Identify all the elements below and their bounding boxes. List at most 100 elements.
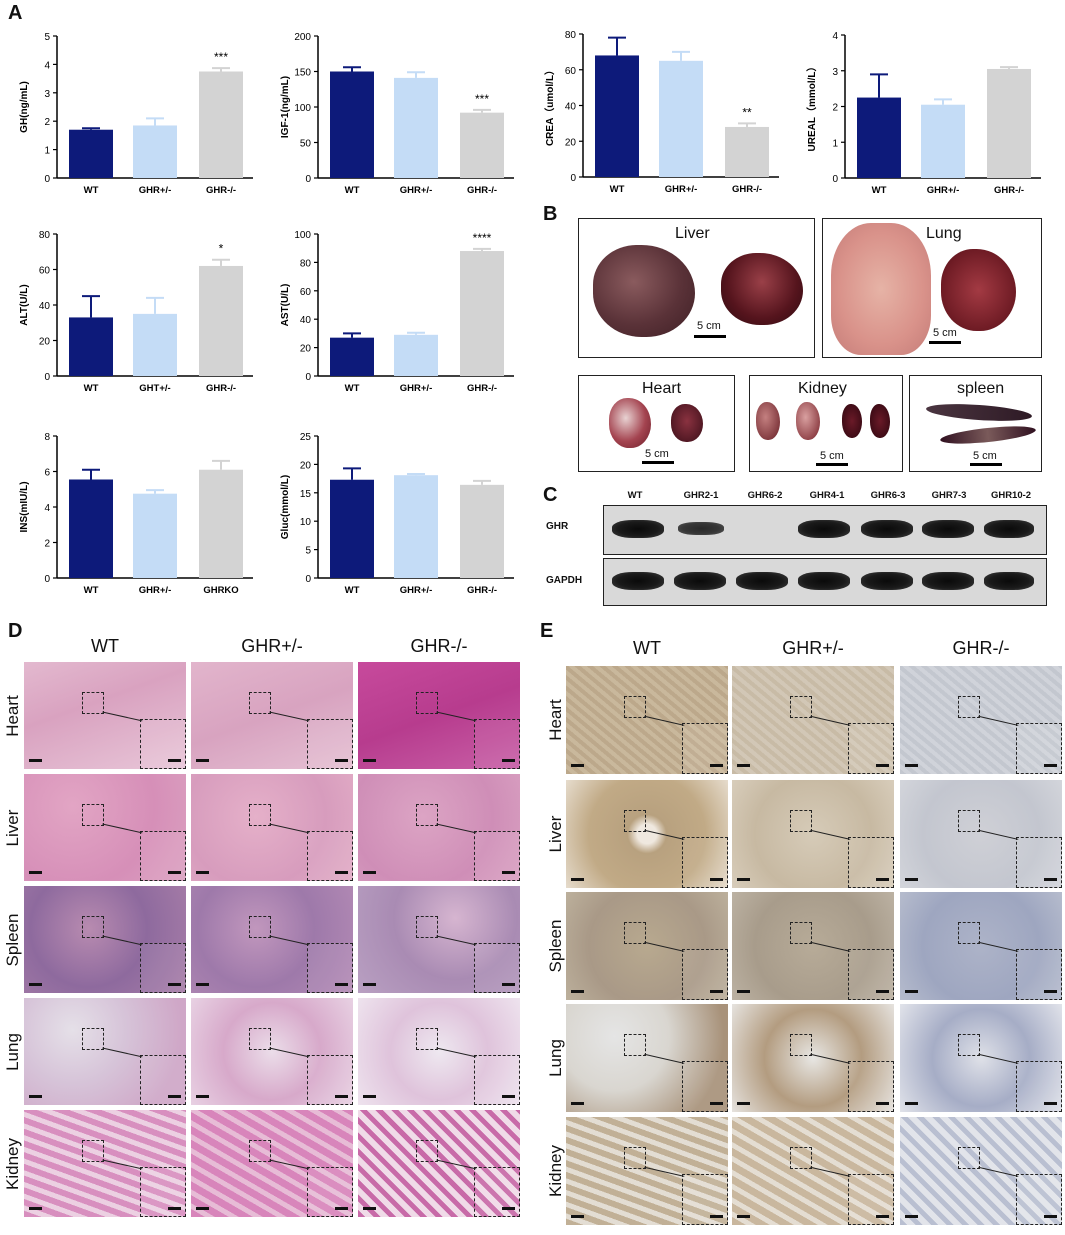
ihc-row-label: Heart	[546, 699, 565, 741]
y-tick-label: 60	[39, 266, 51, 277]
y-tick-label: 3	[44, 89, 50, 100]
roi-box	[624, 810, 647, 833]
roi-box	[958, 922, 981, 945]
ihc-tissue-image	[566, 780, 728, 888]
y-tick-label: 100	[294, 103, 311, 114]
ihc-tissue-image	[900, 892, 1062, 1000]
y-tick-label: 15	[300, 489, 312, 500]
roi-box	[958, 1034, 981, 1057]
bar	[921, 104, 965, 178]
wb-gapdh-blot	[603, 558, 1047, 606]
spleen-title: spleen	[957, 380, 1005, 397]
y-tick-label: 40	[565, 102, 577, 113]
roi-box	[958, 696, 981, 719]
bar	[857, 97, 901, 178]
ihc-tissue-image	[900, 1117, 1062, 1225]
y-tick-label: 4	[44, 60, 50, 71]
bar	[330, 71, 374, 178]
kidney-title: Kidney	[798, 380, 847, 397]
panel-label-b: B	[543, 203, 558, 225]
y-tick-label: 8	[44, 432, 50, 443]
ihc-column-header: GHR-/-	[952, 638, 1010, 658]
y-tick-label: 0	[305, 372, 311, 383]
bar	[659, 60, 703, 177]
y-tick-label: 2	[44, 117, 50, 128]
he-tissue-image	[358, 886, 520, 993]
roi-box	[416, 803, 439, 826]
y-axis-label: GH(ng/mL)	[19, 81, 30, 133]
x-tick-label: GHR+/-	[139, 185, 171, 196]
kidney-scale-label: 5 cm	[820, 450, 844, 462]
ihc-tissue-image	[900, 1004, 1062, 1112]
significance-label: **	[742, 105, 752, 119]
y-tick-label: 100	[294, 230, 311, 241]
roi-box	[790, 922, 813, 945]
x-tick-label: GHR-/-	[467, 185, 497, 196]
x-tick-label: GHR-/-	[467, 383, 497, 394]
he-row-label: Heart	[3, 694, 22, 737]
x-tick-label: GHR+/-	[665, 184, 697, 195]
roi-box	[249, 1139, 272, 1162]
chart-7: 0 2 4 6 8 INS(mIU/L) WT GHR+/- GHRKO	[19, 432, 253, 596]
y-tick-label: 0	[44, 372, 50, 383]
x-tick-label: WT	[345, 585, 360, 596]
y-tick-label: 60	[300, 287, 312, 298]
bar	[460, 484, 504, 578]
panel-label-d: D	[8, 620, 23, 642]
y-tick-label: 3	[832, 67, 838, 78]
bar	[133, 493, 177, 578]
he-tissue-image	[191, 998, 353, 1105]
x-tick-label: WT	[84, 383, 99, 394]
lung-scale-label: 5 cm	[933, 327, 957, 339]
y-axis-label: Gluc(mmol/L)	[280, 475, 291, 539]
wb-lane-2: GHR2-1	[683, 490, 719, 501]
wb-lane-5: GHR6-3	[870, 490, 906, 501]
y-tick-label: 1	[832, 138, 838, 149]
bar	[199, 265, 243, 376]
spleen-photo: spleen 5 cm	[909, 375, 1042, 472]
y-tick-label: 0	[44, 174, 50, 185]
he-row-label: Liver	[3, 809, 22, 846]
he-tissue-image	[191, 662, 353, 769]
x-tick-label: GHR-/-	[206, 185, 236, 196]
bar	[394, 334, 438, 376]
y-tick-label: 2	[832, 103, 838, 114]
panel-label-a: A	[8, 2, 23, 24]
y-tick-label: 80	[565, 30, 577, 41]
y-axis-label: IGF-1(ng/mL)	[280, 76, 291, 138]
x-tick-label: WT	[345, 383, 360, 394]
x-tick-label: WT	[345, 185, 360, 196]
roi-box	[249, 803, 272, 826]
ihc-row-label: Spleen	[546, 919, 565, 973]
spleen-scale-label: 5 cm	[973, 450, 997, 462]
wb-lane-1: WT	[627, 490, 643, 501]
ihc-tissue-image	[900, 666, 1062, 774]
y-tick-label: 5	[305, 546, 311, 557]
ihc-tissue-image	[566, 1004, 728, 1112]
y-tick-label: 4	[44, 503, 50, 514]
roi-box	[416, 1027, 439, 1050]
ihc-tissue-image	[732, 1117, 894, 1225]
bar	[69, 129, 113, 178]
roi-box	[790, 1034, 813, 1057]
roi-box	[624, 1147, 647, 1170]
bar	[69, 317, 113, 376]
ihc-tissue-image	[566, 892, 728, 1000]
y-axis-label: AST(U/L)	[280, 284, 291, 327]
y-axis-label: INS(mIU/L)	[19, 481, 30, 532]
roi-box	[249, 1027, 272, 1050]
he-row-label: Kidney	[3, 1137, 22, 1190]
lung-photo: Lung 5 cm	[822, 218, 1042, 358]
y-tick-label: 10	[300, 517, 312, 528]
x-tick-label: GHR+/-	[139, 585, 171, 596]
y-tick-label: 0	[305, 174, 311, 185]
he-row-label: Lung	[3, 1032, 22, 1071]
x-tick-label: GHT+/-	[139, 383, 170, 394]
he-tissue-image	[191, 774, 353, 881]
x-tick-label: GHR+/-	[400, 185, 432, 196]
he-column-header: GHR+/-	[241, 636, 303, 656]
he-tissue-image	[191, 1110, 353, 1217]
significance-label: ****	[473, 231, 492, 245]
heart-title: Heart	[642, 380, 682, 397]
chart-8: 0 5 10 15 20 25 Gluc(mmol/L) WT GHR+/- GHR-/-	[280, 432, 514, 596]
